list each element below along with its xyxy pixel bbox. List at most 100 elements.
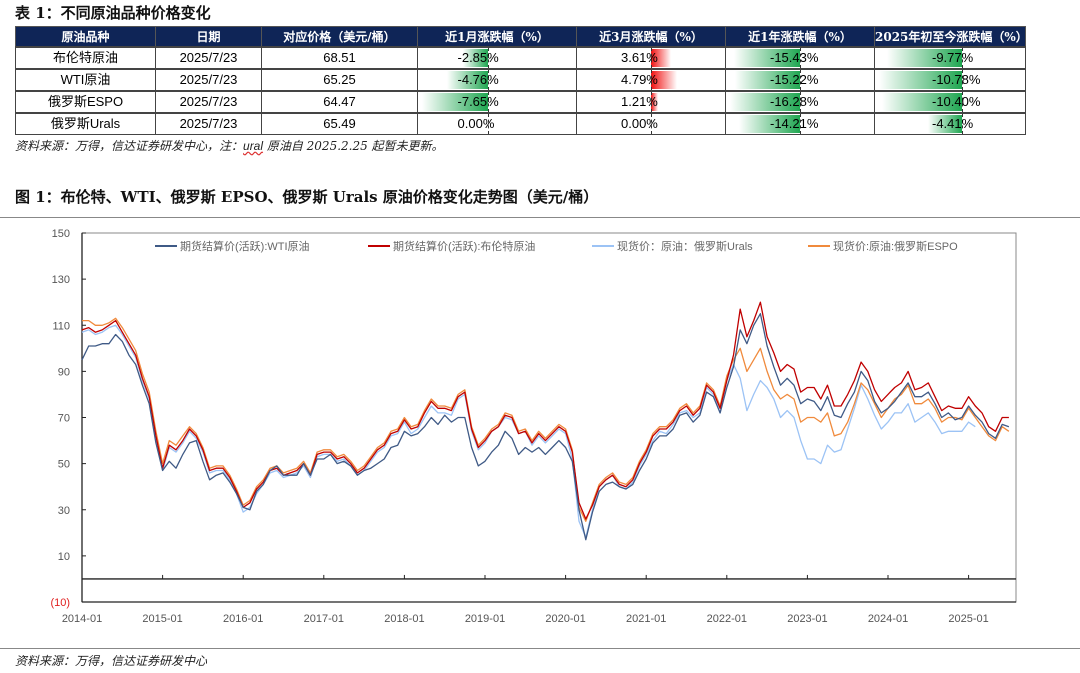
series-line <box>82 317 1010 522</box>
legend-label: 期货结算价(活跃):布伦特原油 <box>393 239 535 253</box>
table-row: 俄罗斯Urals 2025/7/23 65.49 0.00% 0.00% -14.21% -… <box>15 112 1026 135</box>
y-tick-label: 90 <box>58 366 70 378</box>
bar-axis <box>651 92 652 112</box>
cell-y1: -15.22% <box>725 68 875 92</box>
cell-value: 0.00% <box>621 116 658 131</box>
source-suffix: 原油自 2025.2.25 起暂未更新。 <box>263 139 444 153</box>
bar-axis <box>962 70 963 90</box>
data-bar <box>422 93 488 111</box>
cell-name: 俄罗斯Urals <box>15 112 156 135</box>
x-tick-label: 2022-01 <box>707 613 747 625</box>
cell-ytd: -10.40% <box>874 90 1026 114</box>
bar-axis <box>487 114 489 134</box>
data-bar <box>879 71 962 89</box>
cell-value: -15.43% <box>770 50 819 65</box>
cell-ytd: -4.41% <box>874 112 1026 135</box>
bar-axis <box>800 48 801 68</box>
divider <box>0 217 1080 218</box>
cell-value: -16.28% <box>770 94 819 109</box>
data-bar <box>651 71 677 89</box>
data-bar <box>463 49 488 67</box>
bar-axis <box>651 114 652 134</box>
data-bar <box>881 93 962 111</box>
bar-axis <box>651 48 652 68</box>
cell-price: 65.25 <box>261 68 418 92</box>
data-bar <box>651 49 671 67</box>
column-header: 对应价格（美元/桶） <box>261 26 418 48</box>
y-tick-label: 50 <box>58 459 70 471</box>
y-tick-label: (10) <box>50 597 70 609</box>
x-tick-label: 2018-01 <box>384 613 424 625</box>
series-line <box>81 301 1009 520</box>
cell-name: 俄罗斯ESPO <box>15 90 156 114</box>
cell-value: -4.41% <box>932 116 974 131</box>
x-tick-label: 2024-01 <box>868 613 908 625</box>
bar-axis <box>800 114 801 134</box>
column-header: 日期 <box>155 26 262 48</box>
cell-value: 3.61% <box>621 50 658 65</box>
series-line <box>81 313 1010 541</box>
bar-axis <box>800 92 801 112</box>
column-header: 2025年初至今涨跌幅（%） <box>874 26 1026 48</box>
x-tick-label: 2020-01 <box>545 613 585 625</box>
cell-value: 1.21% <box>621 94 658 109</box>
cell-value: -10.40% <box>932 94 981 109</box>
x-tick-label: 2019-01 <box>465 613 505 625</box>
table-source-note: 资料来源：万得，信达证券研发中心，注：ural 原油自 2025.2.25 起暂… <box>15 138 1018 154</box>
cell-m3: 0.00% <box>576 112 726 135</box>
x-tick-label: 2014-01 <box>62 613 102 625</box>
x-tick-label: 2017-01 <box>304 613 344 625</box>
cell-date: 2025/7/23 <box>155 46 262 70</box>
x-tick-label: 2015-01 <box>142 613 182 625</box>
table-header-row: 原油品种 日期 对应价格（美元/桶） 近1月涨跌幅（%） 近3月涨跌幅（%） 近1年涨跌幅… <box>15 26 1026 48</box>
bar-axis <box>487 92 489 112</box>
table-title: 表 1：不同原油品种价格变化 <box>15 4 211 22</box>
divider <box>0 648 1080 649</box>
data-bar <box>730 93 800 111</box>
cell-value: -14.21% <box>770 116 819 131</box>
cell-value: -15.22% <box>770 72 819 87</box>
cell-value: -4.76% <box>457 72 499 87</box>
crude-price-table: 原油品种 日期 对应价格（美元/桶） 近1月涨跌幅（%） 近3月涨跌幅（%） 近1年涨跌幅… <box>15 26 1026 135</box>
cell-value: 0.00% <box>457 116 495 131</box>
figure-title: 图 1：布伦特、WTI、俄罗斯 EPSO、俄罗斯 Urals 原油价格变化走势图… <box>15 188 599 206</box>
cell-y1: -14.21% <box>725 112 875 135</box>
x-tick-label: 2023-01 <box>787 613 827 625</box>
x-tick-label: 2025-01 <box>948 613 988 625</box>
cell-m3: 3.61% <box>576 46 726 70</box>
bar-axis <box>487 48 489 68</box>
column-header: 原油品种 <box>15 26 156 48</box>
legend-label: 现货价：原油：俄罗斯Urals <box>617 239 753 253</box>
series-line <box>81 324 976 539</box>
data-bar <box>733 49 800 67</box>
cell-ytd: -10.78% <box>874 68 1026 92</box>
cell-price: 65.49 <box>261 112 418 135</box>
table-row: WTI原油 2025/7/23 65.25 -4.76% 4.79% -15.22% -10… <box>15 68 1026 92</box>
table-section: 表 1：不同原油品种价格变化 原油品种 日期 对应价格（美元/桶） 近1月涨跌幅（%）… <box>15 4 1026 154</box>
y-tick-label: 70 <box>58 413 70 425</box>
column-header: 近3月涨跌幅（%） <box>576 26 726 48</box>
data-bar <box>738 115 800 133</box>
table-body: 布伦特原油 2025/7/23 68.51 -2.85% 3.61% -15.43% -9.… <box>15 46 1026 135</box>
data-bar <box>734 71 800 89</box>
bar-axis <box>800 70 801 90</box>
legend-label: 期货结算价(活跃):WTI原油 <box>180 239 310 253</box>
column-header: 近1年涨跌幅（%） <box>725 26 875 48</box>
bar-axis <box>487 70 489 90</box>
x-tick-label: 2021-01 <box>626 613 666 625</box>
y-tick-label: 30 <box>58 505 70 517</box>
cell-ytd: -9.77% <box>874 46 1026 70</box>
legend-label: 现货价:原油:俄罗斯ESPO <box>833 239 958 253</box>
data-bar <box>446 71 488 89</box>
y-tick-label: 130 <box>52 274 70 286</box>
cell-y1: -15.43% <box>725 46 875 70</box>
bar-axis <box>651 70 652 90</box>
data-bar <box>651 93 658 111</box>
bar-axis <box>962 114 963 134</box>
data-bar <box>886 49 962 67</box>
data-bar <box>928 115 962 133</box>
y-tick-label: 150 <box>52 228 70 240</box>
x-tick-label: 2016-01 <box>223 613 263 625</box>
cell-value: 4.79% <box>621 72 658 87</box>
